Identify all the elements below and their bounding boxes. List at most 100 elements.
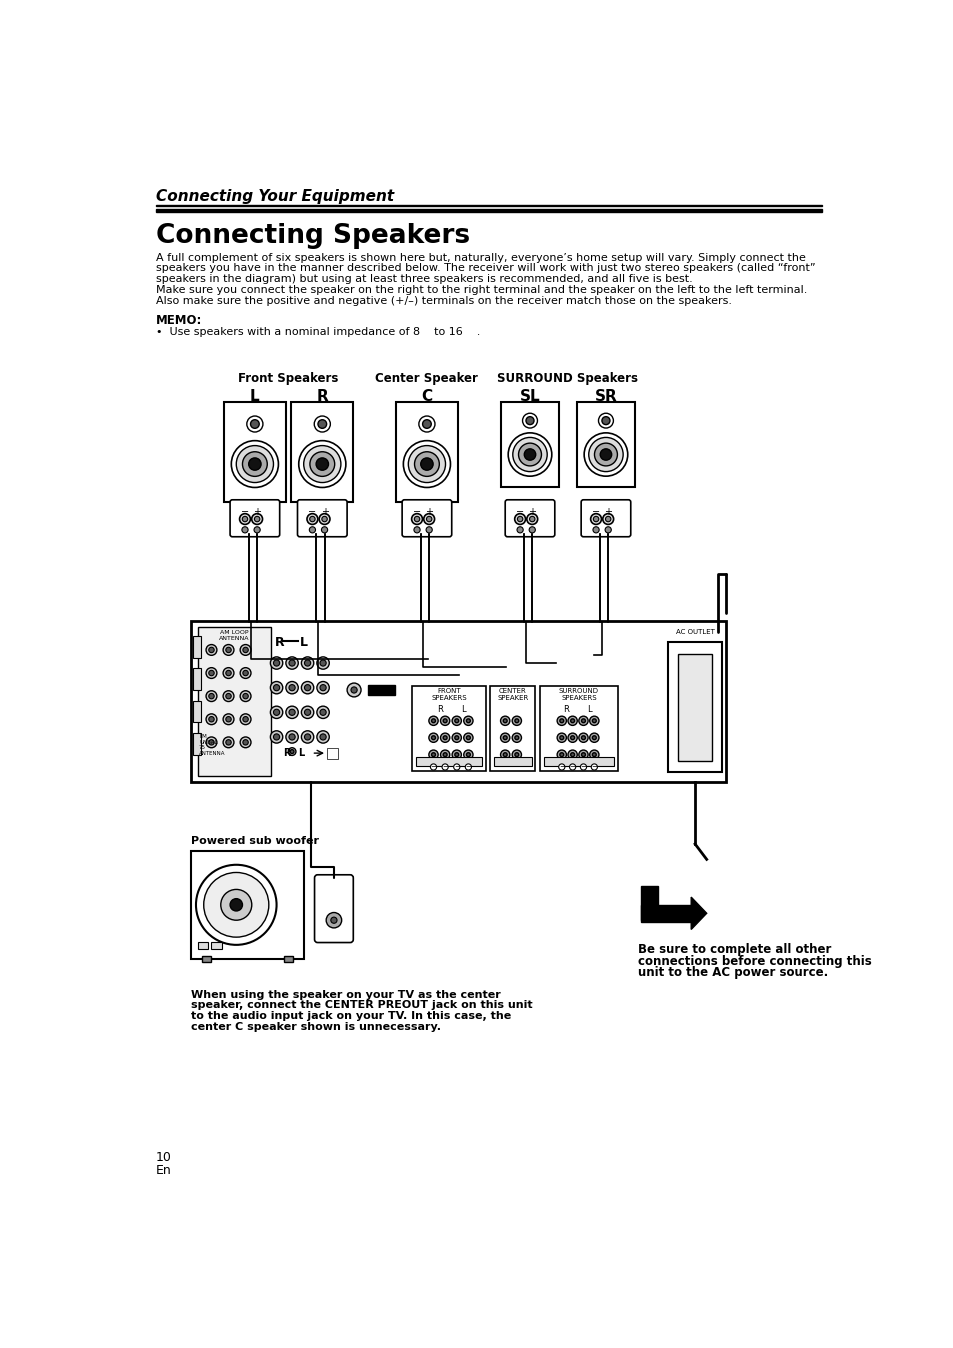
Text: A full complement of six speakers is shown here but, naturally, everyone’s home : A full complement of six speakers is sho… [155, 252, 804, 263]
Circle shape [301, 706, 314, 718]
Circle shape [592, 718, 596, 723]
Circle shape [270, 682, 282, 694]
Circle shape [319, 709, 326, 716]
Circle shape [321, 516, 327, 522]
Circle shape [240, 714, 251, 725]
Bar [197, 627, 271, 776]
Circle shape [570, 718, 574, 723]
Circle shape [557, 716, 566, 725]
Circle shape [290, 749, 294, 754]
Circle shape [558, 764, 564, 770]
Bar [539, 686, 617, 771]
Circle shape [240, 737, 251, 748]
Circle shape [441, 764, 448, 770]
Circle shape [236, 446, 274, 483]
FancyBboxPatch shape [314, 875, 353, 942]
Circle shape [316, 682, 329, 694]
Bar [283, 956, 293, 961]
Circle shape [465, 764, 471, 770]
Circle shape [251, 419, 259, 429]
Text: −: − [308, 507, 316, 518]
Circle shape [242, 516, 248, 522]
Circle shape [418, 417, 435, 431]
Text: connections before connecting this: connections before connecting this [638, 954, 871, 968]
Circle shape [242, 527, 248, 532]
FancyBboxPatch shape [580, 500, 630, 537]
Bar [678, 654, 711, 760]
Circle shape [578, 716, 587, 725]
Circle shape [466, 752, 470, 756]
Circle shape [570, 752, 574, 756]
Circle shape [414, 516, 419, 522]
Text: unit to the AC power source.: unit to the AC power source. [638, 967, 828, 980]
Circle shape [243, 670, 248, 675]
Bar [416, 758, 481, 766]
Circle shape [452, 749, 461, 759]
Circle shape [226, 740, 231, 745]
Circle shape [593, 527, 598, 532]
Circle shape [500, 749, 509, 759]
Circle shape [429, 733, 437, 743]
Circle shape [602, 514, 613, 524]
Circle shape [431, 718, 435, 723]
Text: L: L [460, 705, 465, 714]
Text: R: R [563, 705, 569, 714]
Text: R: R [436, 705, 442, 714]
Text: −: − [442, 764, 448, 770]
Circle shape [270, 656, 282, 669]
Text: R: R [282, 748, 290, 758]
Text: +: + [320, 507, 328, 518]
Circle shape [605, 516, 610, 522]
Circle shape [522, 414, 537, 429]
Circle shape [454, 764, 459, 770]
Bar [155, 205, 821, 206]
Text: L: L [587, 705, 592, 714]
Circle shape [455, 752, 458, 756]
Circle shape [243, 740, 248, 745]
Text: +: + [253, 507, 261, 518]
Circle shape [518, 443, 541, 466]
Circle shape [239, 514, 250, 524]
Circle shape [319, 514, 330, 524]
Circle shape [314, 417, 330, 431]
Circle shape [598, 414, 613, 429]
Circle shape [220, 890, 252, 921]
Text: −: − [569, 764, 575, 770]
Circle shape [526, 514, 537, 524]
Circle shape [591, 764, 597, 770]
Circle shape [466, 736, 470, 740]
Bar [368, 685, 395, 696]
Circle shape [431, 752, 435, 756]
Circle shape [429, 749, 437, 759]
Circle shape [513, 437, 547, 472]
Circle shape [223, 667, 233, 678]
Bar [192, 620, 725, 782]
Circle shape [301, 682, 314, 694]
Circle shape [206, 690, 216, 701]
Circle shape [319, 685, 326, 690]
Circle shape [223, 714, 233, 725]
Circle shape [304, 733, 311, 740]
Circle shape [286, 706, 298, 718]
Text: −: − [580, 764, 586, 770]
Circle shape [559, 736, 563, 740]
Circle shape [508, 433, 551, 476]
Circle shape [270, 731, 282, 743]
Circle shape [351, 687, 356, 693]
Bar [640, 905, 691, 922]
Circle shape [286, 656, 298, 669]
Circle shape [206, 644, 216, 655]
Text: Connecting Your Equipment: Connecting Your Equipment [155, 189, 394, 204]
Circle shape [316, 731, 329, 743]
Circle shape [270, 706, 282, 718]
Circle shape [590, 514, 600, 524]
Circle shape [304, 709, 311, 716]
Circle shape [247, 417, 263, 431]
Circle shape [579, 764, 586, 770]
Circle shape [440, 749, 449, 759]
Circle shape [249, 458, 261, 470]
Text: R: R [316, 390, 328, 404]
Circle shape [304, 685, 311, 690]
Circle shape [253, 527, 260, 532]
Circle shape [286, 682, 298, 694]
